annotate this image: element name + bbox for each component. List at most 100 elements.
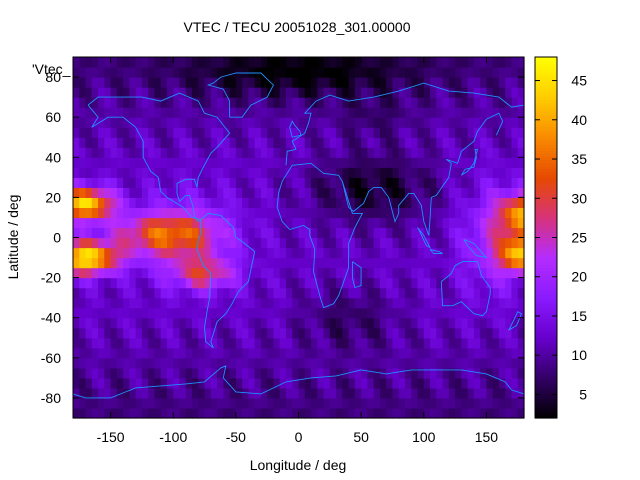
heatmap-cell — [298, 207, 306, 219]
heatmap-cell — [329, 57, 337, 68]
heatmap-cell — [217, 387, 224, 399]
heatmap-cell — [329, 407, 337, 419]
heatmap-cell — [505, 337, 513, 349]
heatmap-cell — [141, 77, 149, 88]
heatmap-cell — [229, 287, 237, 299]
heatmap-cell — [467, 227, 475, 239]
heatmap-cell — [511, 217, 519, 229]
heatmap-cell — [260, 267, 268, 279]
heatmap-cell — [135, 397, 143, 409]
heatmap-cell — [461, 177, 469, 188]
heatmap-cell — [361, 137, 368, 148]
heatmap-cell — [348, 127, 356, 138]
heatmap-cell — [279, 157, 287, 168]
heatmap-cell — [336, 257, 343, 269]
heatmap-cell — [185, 167, 193, 178]
heatmap-cell — [73, 337, 80, 349]
heatmap-cell — [511, 267, 519, 279]
heatmap-cell — [442, 337, 450, 349]
colorbar-segment — [535, 198, 557, 202]
heatmap-cell — [323, 167, 331, 178]
heatmap-cell — [104, 387, 112, 399]
heatmap-cell — [498, 307, 506, 319]
heatmap-cell — [298, 97, 306, 108]
heatmap-cell — [129, 87, 137, 98]
heatmap-cell — [398, 107, 406, 118]
heatmap-cell — [323, 397, 331, 409]
heatmap-cell — [323, 257, 331, 269]
heatmap-cell — [505, 277, 513, 289]
heatmap-cell — [480, 197, 488, 209]
heatmap-cell — [198, 227, 206, 239]
heatmap-cell — [192, 287, 199, 299]
heatmap-cell — [242, 327, 249, 339]
heatmap-cell — [473, 247, 481, 259]
heatmap-cell — [379, 237, 387, 249]
heatmap-cell — [361, 247, 368, 259]
heatmap-cell — [398, 97, 406, 108]
heatmap-cell — [273, 327, 281, 339]
heatmap-cell — [223, 277, 231, 289]
heatmap-cell — [148, 97, 156, 108]
heatmap-cell — [104, 177, 112, 188]
heatmap-cell — [123, 267, 130, 279]
heatmap-cell — [160, 357, 168, 369]
heatmap-cell — [373, 267, 381, 279]
heatmap-cell — [116, 407, 124, 419]
heatmap-cell — [417, 177, 425, 188]
heatmap-cell — [342, 247, 350, 259]
heatmap-cell — [210, 117, 218, 128]
heatmap-cell — [348, 217, 356, 229]
heatmap-cell — [229, 347, 237, 359]
heatmap-cell — [110, 127, 118, 138]
heatmap-cell — [379, 317, 387, 329]
heatmap-cell — [473, 117, 481, 128]
heatmap-cell — [311, 267, 318, 279]
heatmap-cell — [204, 407, 212, 419]
heatmap-cell — [411, 357, 419, 369]
heatmap-cell — [311, 277, 318, 289]
heatmap-cell — [336, 277, 343, 289]
heatmap-cell — [160, 147, 168, 158]
heatmap-cell — [292, 367, 300, 379]
heatmap-cell — [192, 337, 199, 349]
heatmap-cell — [505, 97, 513, 108]
heatmap-cell — [336, 387, 343, 399]
heatmap-cell — [223, 257, 231, 269]
heatmap-cell — [298, 327, 306, 339]
heatmap-cell — [110, 237, 118, 249]
heatmap-cell — [317, 77, 325, 88]
heatmap-cell — [166, 157, 174, 168]
heatmap-cell — [267, 167, 275, 178]
heatmap-cell — [386, 337, 394, 349]
heatmap-cell — [123, 207, 130, 219]
heatmap-cell — [123, 147, 130, 158]
heatmap-cell — [248, 337, 256, 349]
colorbar-segment — [535, 156, 557, 160]
heatmap-cell — [392, 127, 400, 138]
heatmap-cell — [254, 97, 262, 108]
heatmap-cell — [379, 277, 387, 289]
heatmap-cell — [179, 367, 187, 379]
heatmap-cell — [98, 67, 105, 78]
heatmap-cell — [273, 287, 281, 299]
heatmap-cell — [148, 187, 156, 198]
heatmap-cell — [173, 197, 181, 209]
heatmap-cell — [210, 257, 218, 269]
heatmap-cell — [473, 217, 481, 229]
heatmap-cell — [173, 157, 181, 168]
heatmap-cell — [91, 387, 99, 399]
heatmap-cell — [411, 367, 419, 379]
colorbar-segment — [535, 387, 557, 392]
heatmap-cell — [217, 237, 224, 249]
heatmap-cell — [398, 227, 406, 239]
colorbar-segment — [535, 366, 557, 371]
heatmap-cell — [505, 77, 513, 88]
heatmap-cell — [98, 157, 105, 168]
heatmap-cell — [392, 137, 400, 148]
heatmap-cell — [210, 277, 218, 289]
heatmap-cell — [116, 307, 124, 319]
heatmap-cell — [298, 167, 306, 178]
heatmap-cell — [311, 157, 318, 168]
heatmap-cell — [292, 217, 300, 229]
